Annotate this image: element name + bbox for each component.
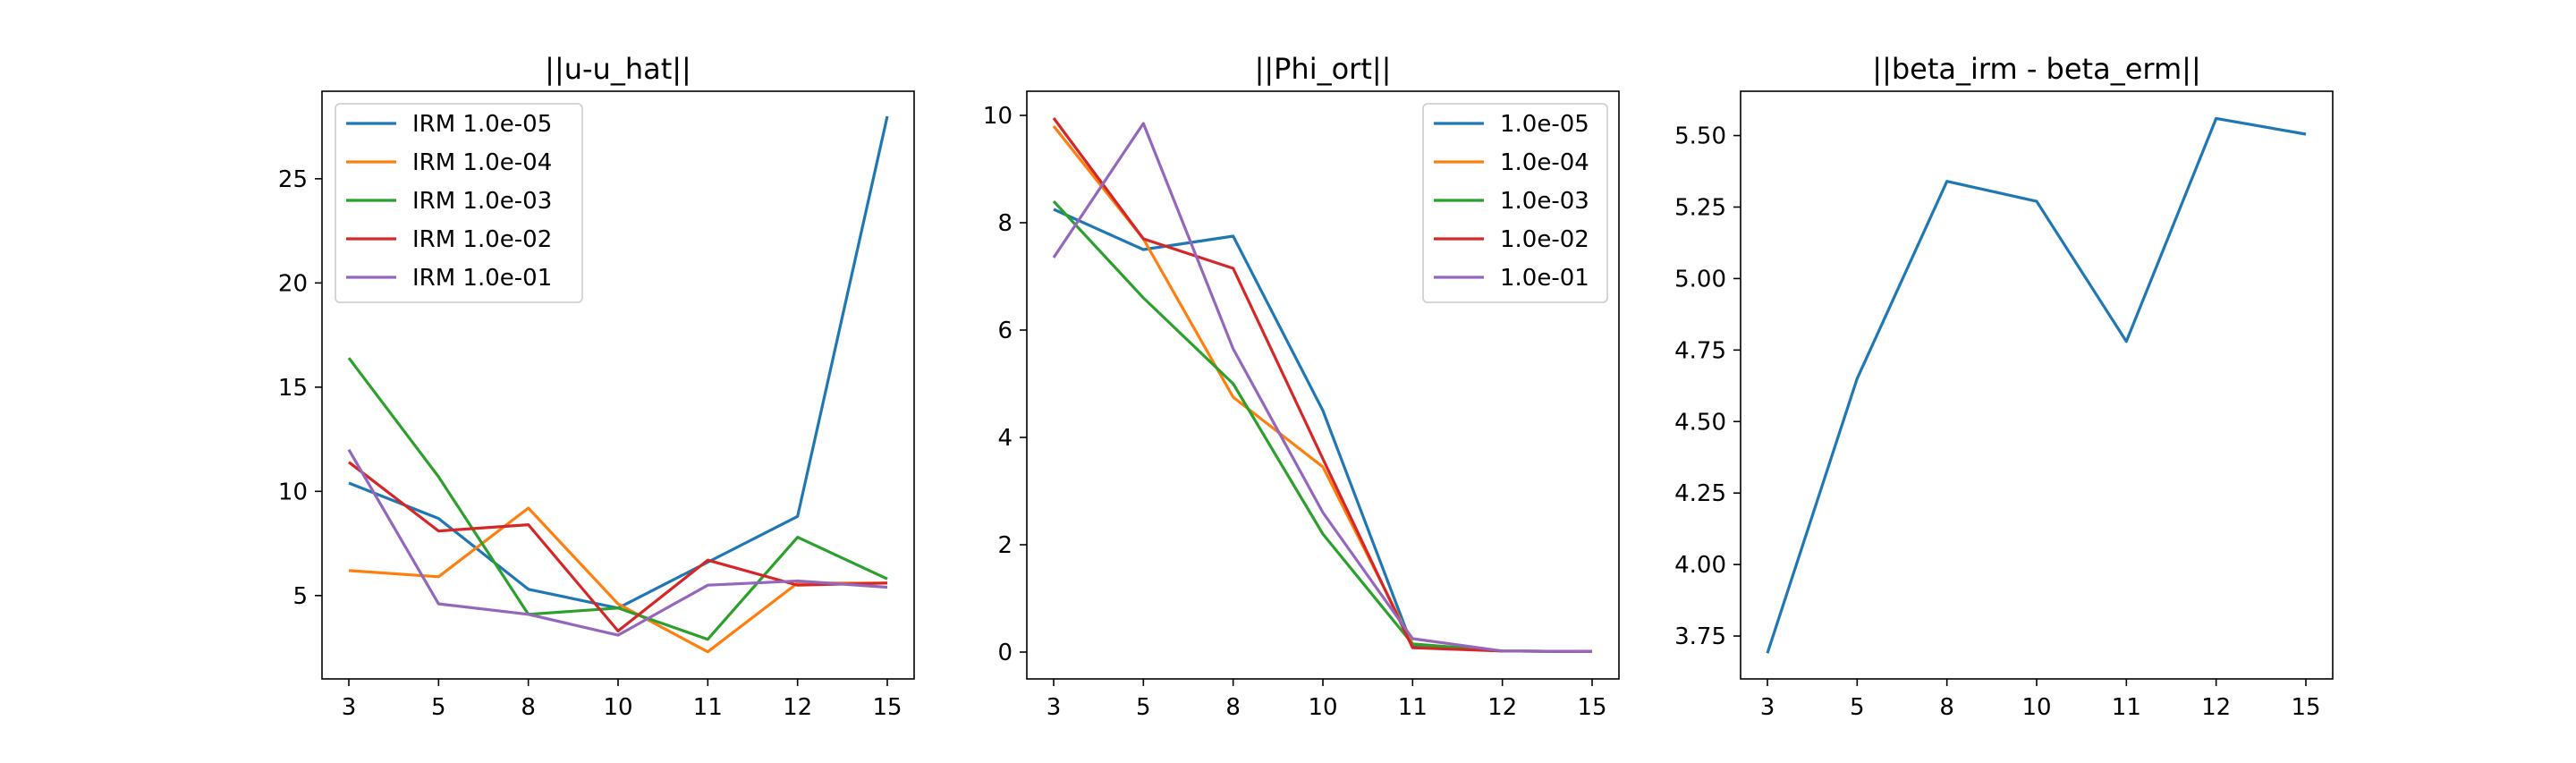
y-tick-label: 15 [278, 375, 308, 402]
y-tick-label: 10 [278, 479, 308, 505]
series-line-4 [1052, 122, 1593, 653]
y-tick-label: 5.25 [1674, 194, 1726, 221]
x-tick-label: 8 [1225, 694, 1241, 721]
series-line-2 [347, 357, 888, 641]
legend-label-2: IRM 1.0e-03 [412, 188, 552, 215]
x-tick-label: 5 [431, 694, 446, 721]
x-tick-label: 11 [1398, 694, 1428, 721]
y-tick-label: 6 [997, 318, 1013, 344]
y-tick-label: 4.75 [1674, 337, 1726, 364]
series-line-1 [348, 506, 887, 654]
legend-label-0: IRM 1.0e-05 [412, 111, 552, 138]
legend-label-3: 1.0e-02 [1500, 226, 1589, 253]
legend-label-4: 1.0e-01 [1500, 265, 1589, 292]
series-line-3 [348, 461, 888, 633]
y-tick-label: 4.25 [1674, 480, 1726, 507]
x-tick-label: 8 [521, 694, 536, 721]
x-tick-label: 5 [1136, 694, 1151, 721]
x-tick-label: 3 [1046, 694, 1062, 721]
legend: 1.0e-05 1.0e-04 1.0e-03 1.0e-02 1.0e-01 [1422, 103, 1608, 303]
chart-u-u-hat: ||u-u_hat|| 3 5 8 10 11 12 15 5 10 15 20 25 IRM 1.0e… [278, 52, 915, 721]
x-tick-label: 12 [1487, 694, 1517, 721]
legend-label-4: IRM 1.0e-01 [412, 265, 552, 292]
x-tick-label: 11 [2112, 694, 2141, 721]
chart-title: ||beta_irm - beta_erm|| [1872, 52, 2200, 86]
series-line-0 [1766, 116, 2307, 654]
y-tick-label: 5 [292, 583, 308, 610]
chart-title: ||Phi_ort|| [1255, 52, 1392, 86]
y-tick-label: 3.75 [1674, 623, 1726, 650]
y-tick-label: 10 [983, 103, 1013, 130]
y-tick-label: 20 [278, 270, 308, 297]
x-tick-label: 10 [2021, 694, 2051, 721]
y-tick-label: 4.00 [1674, 552, 1726, 579]
x-tick-label: 10 [1308, 694, 1337, 721]
legend-box [335, 103, 583, 303]
x-tick-label: 10 [603, 694, 632, 721]
x-tick-label: 12 [783, 694, 812, 721]
x-tick-label: 15 [2291, 694, 2320, 721]
chart-beta-diff: ||beta_irm - beta_erm|| 3 5 8 10 11 12 15 3.75 4… [1674, 52, 2334, 721]
legend-label-1: IRM 1.0e-04 [412, 149, 552, 176]
x-tick-label: 5 [1850, 694, 1865, 721]
x-tick-label: 15 [1577, 694, 1606, 721]
legend-label-3: IRM 1.0e-02 [412, 226, 552, 253]
y-tick-label: 8 [997, 210, 1013, 237]
legend-label-2: 1.0e-03 [1500, 188, 1589, 215]
legend: IRM 1.0e-05 IRM 1.0e-04 IRM 1.0e-03 IRM 1.0… [335, 103, 583, 303]
x-tick-label: 11 [693, 694, 723, 721]
legend-box [1422, 103, 1608, 303]
y-tick-label: 2 [997, 532, 1013, 559]
y-tick-label: 4.50 [1674, 409, 1726, 436]
legend-label-1: 1.0e-04 [1500, 149, 1589, 176]
x-tick-label: 3 [342, 694, 357, 721]
chart-title: ||u-u_hat|| [545, 52, 691, 86]
x-tick-label: 12 [2201, 694, 2231, 721]
x-tick-label: 15 [872, 694, 902, 721]
y-tick-label: 4 [997, 425, 1013, 452]
x-tick-label: 8 [1939, 694, 1954, 721]
series-line-4 [347, 448, 888, 637]
y-tick-label: 5.50 [1674, 123, 1726, 150]
x-tick-label: 3 [1760, 694, 1775, 721]
y-tick-label: 0 [997, 640, 1013, 666]
y-tick-label: 5.00 [1674, 266, 1726, 292]
legend-label-0: 1.0e-05 [1500, 111, 1589, 138]
y-tick-label: 25 [278, 166, 308, 193]
